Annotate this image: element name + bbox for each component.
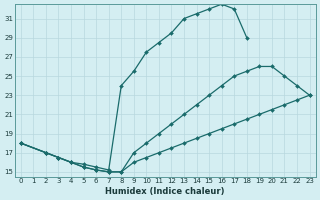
X-axis label: Humidex (Indice chaleur): Humidex (Indice chaleur) [106, 187, 225, 196]
